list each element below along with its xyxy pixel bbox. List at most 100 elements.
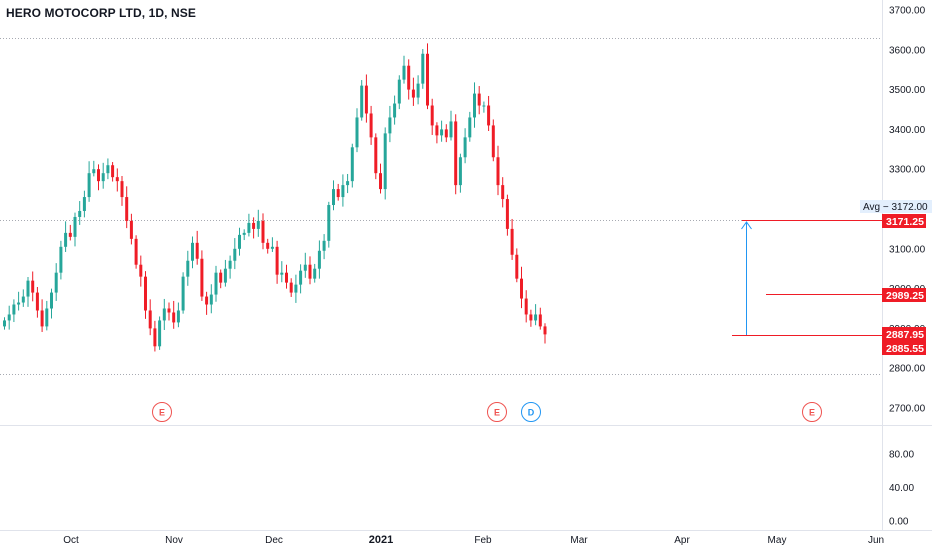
candle-body <box>214 272 218 295</box>
price-tick-label: 2800.00 <box>889 364 926 375</box>
svg-text:D: D <box>528 408 535 418</box>
svg-text:2885.55: 2885.55 <box>886 343 924 355</box>
candle-body <box>186 260 190 277</box>
candle-body <box>355 117 359 148</box>
candle-body <box>440 129 444 136</box>
candle-body <box>115 177 119 182</box>
volume-tick-label: 0.00 <box>889 517 909 528</box>
candles-group <box>3 43 547 352</box>
candle-body <box>82 197 86 211</box>
candle-body <box>285 272 288 283</box>
candle-body <box>172 312 176 323</box>
candle-body <box>520 278 523 299</box>
candle-body <box>120 181 124 198</box>
candle-body <box>538 314 542 327</box>
candle-body <box>92 169 96 174</box>
candle-body <box>496 157 500 186</box>
candle-body <box>289 282 293 293</box>
volume-tick-label: 80.00 <box>889 450 914 461</box>
candle-body <box>482 105 486 107</box>
candle-body <box>59 246 63 273</box>
candle-body <box>64 232 68 247</box>
candle-body <box>280 272 284 275</box>
candle-body <box>313 268 317 279</box>
candle-body <box>35 292 39 311</box>
time-tick-label: Nov <box>165 535 183 546</box>
candle-body <box>322 240 326 251</box>
candle-body <box>87 173 91 198</box>
candle-body <box>379 173 382 190</box>
svg-text:2989.25: 2989.25 <box>886 290 924 302</box>
avg-label: Avg − 3172.00 <box>863 202 928 213</box>
candle-body <box>242 232 246 235</box>
price-tick-label: 3300.00 <box>889 165 926 176</box>
earnings-event-icon[interactable]: E <box>152 402 172 422</box>
candle-body <box>162 308 166 321</box>
candle-body <box>45 308 49 327</box>
candle-body <box>529 314 533 321</box>
price-tag-2885: 2885.55 <box>882 341 926 355</box>
price-tag-2887: 2887.95 <box>882 327 926 341</box>
candle-body <box>383 133 387 190</box>
candle-body <box>97 169 100 182</box>
svg-text:E: E <box>494 408 500 418</box>
candle-body <box>360 85 364 118</box>
candle-body <box>270 246 274 249</box>
candle-body <box>491 125 495 158</box>
candle-body <box>40 310 44 327</box>
candle-body <box>294 284 298 293</box>
price-tick-label: 3100.00 <box>889 244 926 255</box>
earnings-event-icon[interactable]: E <box>802 402 822 422</box>
avg-label-bg <box>860 200 932 213</box>
candle-body <box>144 276 147 311</box>
candle-body <box>473 93 476 118</box>
candle-body <box>346 181 350 186</box>
candle-body <box>125 197 129 221</box>
candle-body <box>505 199 509 229</box>
candle-body <box>223 268 227 283</box>
candle-body <box>458 157 462 186</box>
candle-body <box>336 189 340 198</box>
candle-body <box>515 254 519 279</box>
candle-body <box>54 272 58 293</box>
dividend-event-icon[interactable]: D <box>521 402 541 422</box>
candle-body <box>153 328 157 347</box>
time-tick-labels: Oct Nov Dec 2021 Feb Mar Apr May Jun <box>63 534 884 546</box>
earnings-event-icon[interactable]: E <box>487 402 507 422</box>
svg-text:2887.95: 2887.95 <box>886 329 924 341</box>
candle-body <box>195 242 199 259</box>
candle-body <box>148 310 152 329</box>
candle-body <box>411 89 415 98</box>
candle-body <box>78 210 82 217</box>
candle-body <box>261 220 265 243</box>
candle-body <box>332 189 335 206</box>
volume-tick-label: 40.00 <box>889 483 914 494</box>
time-tick-label: Jun <box>868 535 884 546</box>
candle-body <box>101 173 105 182</box>
candle-body <box>3 320 6 327</box>
candle-body <box>299 270 303 285</box>
svg-text:E: E <box>159 408 165 418</box>
candle-body <box>219 272 223 283</box>
candle-body <box>364 85 368 114</box>
candle-body <box>26 280 30 297</box>
time-tick-label: Dec <box>265 535 283 546</box>
candle-body <box>275 246 279 275</box>
candle-body <box>524 298 528 315</box>
candle-body <box>252 222 256 229</box>
candle-body <box>7 314 11 321</box>
candle-body <box>200 258 204 297</box>
candle-body <box>106 165 110 174</box>
time-tick-label: Oct <box>63 535 79 546</box>
candle-body <box>341 185 345 198</box>
candle-body <box>17 302 21 305</box>
time-tick-label: May <box>768 535 787 546</box>
candle-body <box>247 222 251 233</box>
candle-body <box>426 53 429 106</box>
price-tick-label: 3700.00 <box>889 6 926 17</box>
volume-tick-labels: 0.00 40.00 80.00 <box>889 450 914 528</box>
candle-body <box>444 129 448 138</box>
time-tick-label: 2021 <box>369 534 393 546</box>
